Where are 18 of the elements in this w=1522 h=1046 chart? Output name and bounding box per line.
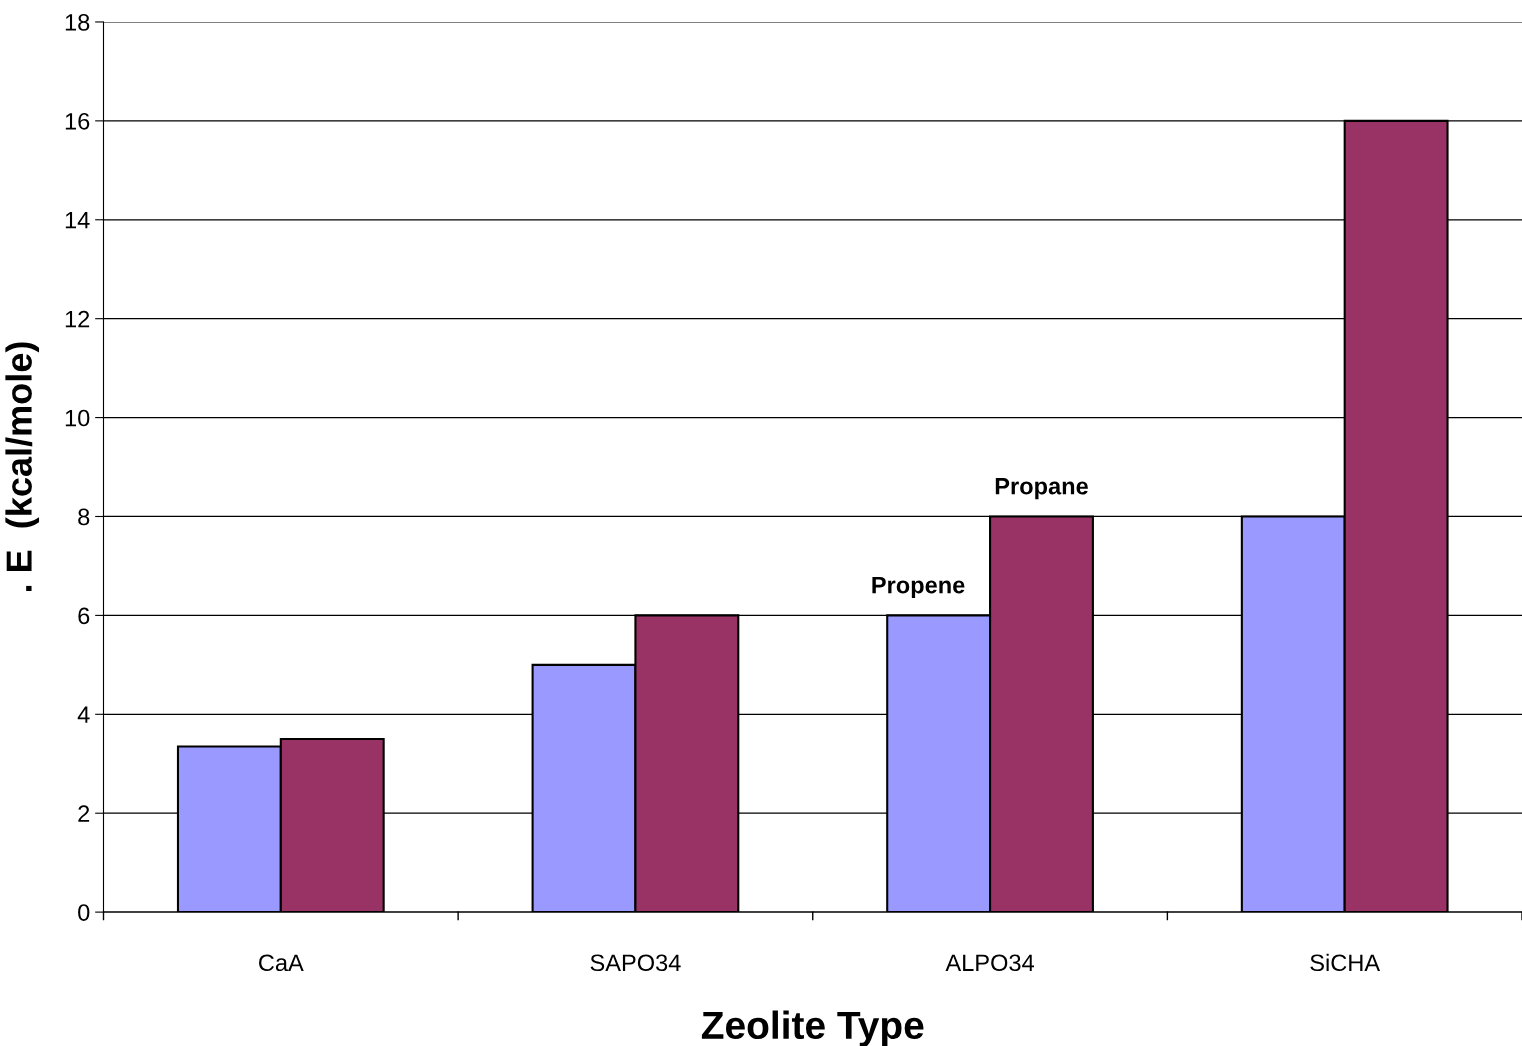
- y-axis-title: . E (kcal/mole): [5, 342, 40, 592]
- x-tick-label: SAPO34: [590, 954, 681, 972]
- y-tick-label: 0: [78, 904, 90, 921]
- series-label: Propene: [872, 576, 965, 599]
- y-tick-label: 10: [65, 409, 90, 427]
- x-axis-title: Zeolite Type: [701, 1010, 924, 1046]
- series-label: Propane: [995, 478, 1088, 500]
- x-tick-label: SiCHA: [1310, 953, 1381, 972]
- y-tick-label: 12: [65, 310, 90, 328]
- y-tick-label: 2: [78, 805, 90, 822]
- y-tick-label: 4: [77, 706, 90, 723]
- y-tick-label: 18: [65, 14, 90, 31]
- y-tick-label: 8: [78, 508, 90, 526]
- y-tick-label: 14: [65, 212, 90, 229]
- x-tick-label: CaA: [259, 954, 304, 972]
- x-tick-label: ALPO34: [945, 954, 1034, 972]
- y-tick-label: 16: [65, 112, 90, 130]
- y-tick-label: 6: [78, 607, 90, 625]
